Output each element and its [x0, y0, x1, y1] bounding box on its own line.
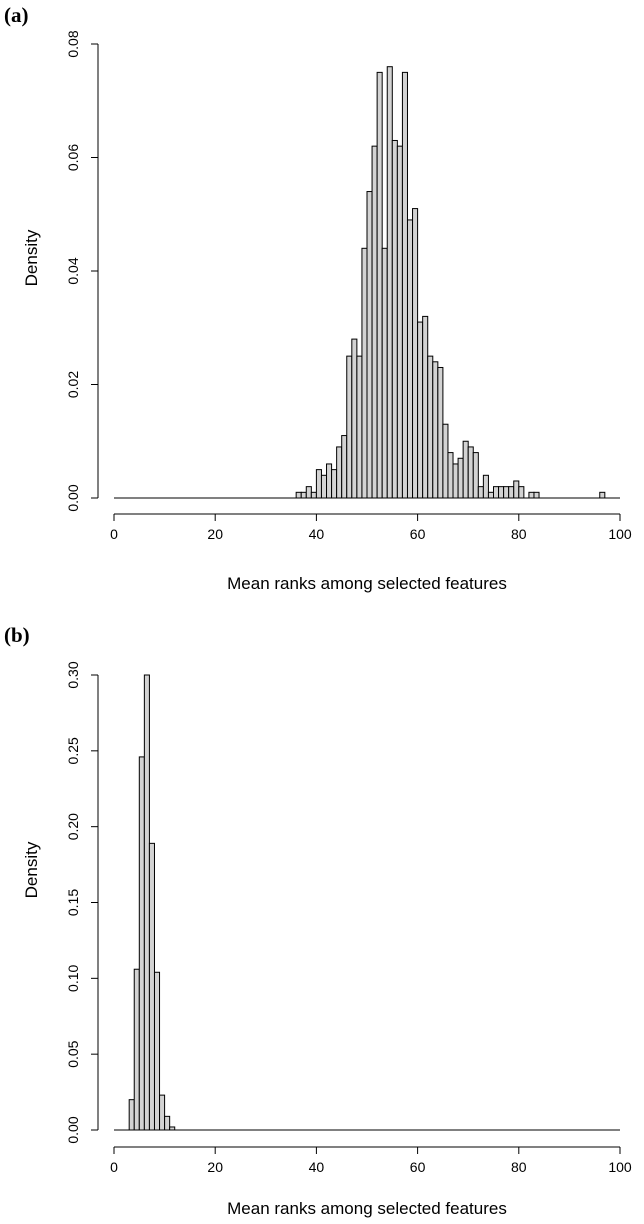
- panel-a-bar: [356, 355, 363, 499]
- panel-a-x-tick-label: 40: [309, 526, 325, 542]
- panel-b-y-axis-title: Density: [22, 841, 41, 898]
- panel-b-y-tick-label: 0.05: [65, 1040, 81, 1067]
- panel-a-bar: [361, 247, 368, 499]
- panel-a-bar: [320, 474, 328, 499]
- panel-a-bar: [422, 315, 429, 499]
- panel-a-bar: [447, 452, 454, 499]
- panel-b-y-tick-label: 0.25: [65, 737, 81, 764]
- panel-a-bar: [427, 355, 434, 499]
- panel-a-bar: [432, 361, 439, 499]
- panel-a-bar: [508, 486, 515, 499]
- panel-a-bar: [305, 486, 312, 499]
- panel-a-bar: [310, 491, 317, 499]
- panel-a-bar: [371, 145, 378, 499]
- panel-a-label: (a): [4, 3, 29, 27]
- panel-b-y-tick-label: 0.20: [65, 813, 81, 840]
- panel-a-y-tick-label: 0.02: [65, 371, 81, 398]
- panel-a-bar: [442, 423, 449, 499]
- panel-a-bar: [366, 191, 373, 499]
- panel-b-bar: [133, 968, 140, 1131]
- panel-a-y-tick-label: 0.04: [65, 257, 81, 284]
- panel-a-bar: [406, 219, 414, 499]
- panel-a-bar: [482, 474, 489, 499]
- panel-a-bar: [452, 463, 459, 499]
- panel-b: (b) 0 20 40 60 80 100 0.00 0.05 0.10 0.15 0.20 0.25…: [4, 623, 632, 1218]
- panel-b-bar: [164, 1115, 171, 1131]
- panel-a-bar: [518, 486, 525, 499]
- histogram-b: 0 20 40 60 80 100 0.00 0.05 0.10 0.15 0.20 0.25 0.30: [65, 661, 632, 1175]
- panel-a-bar: [315, 469, 322, 499]
- panel-b-x-axis-title: Mean ranks among selected features: [227, 1199, 507, 1218]
- panel-a-bar: [401, 71, 408, 499]
- panel-b-x-tick-label: 100: [608, 1159, 632, 1175]
- panel-a-bar: [487, 491, 495, 499]
- panel-a-bar: [599, 491, 606, 499]
- panel-a-bar: [351, 338, 358, 499]
- panel-b-bar: [148, 842, 155, 1131]
- panel-a-bar: [462, 440, 469, 499]
- panel-b-label: (b): [4, 623, 30, 647]
- panel-a-bar: [513, 480, 520, 499]
- panel-a-bar: [503, 486, 510, 499]
- panel-a-bar: [336, 446, 343, 499]
- panel-a-y-tick-label: 0.00: [65, 484, 81, 511]
- panel-b-y-tick-label: 0.15: [65, 889, 81, 916]
- panel-a: (a) 0 20 40 60 80 100 0.00 0.02 0.04 0.06 0.08 Mea…: [4, 3, 632, 593]
- panel-a-bar: [396, 145, 403, 499]
- panel-a-y-axis-title: Density: [22, 229, 41, 286]
- panel-a-bar: [331, 469, 338, 499]
- panel-a-bar: [341, 435, 348, 499]
- panel-b-x-tick-label: 80: [511, 1159, 527, 1175]
- panel-a-y-tick-label: 0.06: [65, 144, 81, 171]
- panel-a-bar: [391, 139, 398, 499]
- panel-a-y-tick-label: 0.08: [65, 30, 81, 57]
- panel-a-bar: [376, 71, 383, 499]
- panel-b-bar: [138, 756, 145, 1131]
- panel-a-bar: [437, 366, 444, 499]
- panel-a-x-tick-label: 80: [511, 526, 527, 542]
- panel-a-x-tick-label: 0: [110, 526, 118, 542]
- panel-a-bar: [346, 355, 353, 499]
- panel-a-bar: [381, 247, 388, 499]
- panel-a-x-tick-label: 60: [410, 526, 426, 542]
- panel-a-bar: [412, 208, 419, 499]
- panel-a-bar: [477, 486, 484, 499]
- panel-a-bar: [386, 66, 393, 499]
- panel-b-bar: [143, 674, 150, 1131]
- panel-a-bar: [417, 321, 424, 499]
- panel-b-bar: [153, 971, 161, 1131]
- panel-a-bar: [528, 491, 535, 499]
- panel-a-x-tick-label: 100: [608, 526, 632, 542]
- panel-b-y-tick-label: 0.30: [65, 661, 81, 688]
- panel-a-bar: [533, 491, 540, 499]
- panel-a-bar: [467, 446, 474, 499]
- panel-a-bar: [300, 491, 307, 499]
- panel-a-bar: [457, 457, 464, 499]
- panel-a-bar: [295, 491, 302, 499]
- panel-b-x-tick-label: 40: [309, 1159, 325, 1175]
- panel-b-y-tick-label: 0.00: [65, 1116, 81, 1143]
- panel-a-bar: [493, 486, 500, 499]
- panel-a-x-tick-label: 20: [207, 526, 223, 542]
- panel-b-x-tick-label: 60: [410, 1159, 426, 1175]
- panel-b-bar: [159, 1094, 166, 1131]
- panel-a-bar: [472, 452, 479, 499]
- panel-b-x-tick-label: 20: [207, 1159, 223, 1175]
- panel-a-bar: [498, 486, 505, 499]
- panel-a-bar: [326, 463, 333, 499]
- panel-b-y-tick-label: 0.10: [65, 964, 81, 991]
- panel-a-x-axis-title: Mean ranks among selected features: [227, 574, 507, 593]
- histogram-a: 0 20 40 60 80 100 0.00 0.02 0.04 0.06 0.08: [65, 30, 632, 542]
- panel-b-bar: [128, 1099, 135, 1131]
- panel-b-x-tick-label: 0: [110, 1159, 118, 1175]
